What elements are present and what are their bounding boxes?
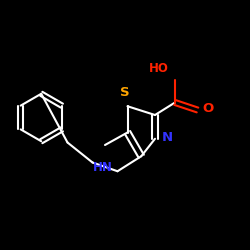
- Text: S: S: [120, 86, 130, 99]
- Text: N: N: [162, 131, 173, 144]
- Text: O: O: [202, 102, 213, 115]
- Text: HN: HN: [92, 161, 112, 174]
- Text: HO: HO: [149, 62, 169, 75]
